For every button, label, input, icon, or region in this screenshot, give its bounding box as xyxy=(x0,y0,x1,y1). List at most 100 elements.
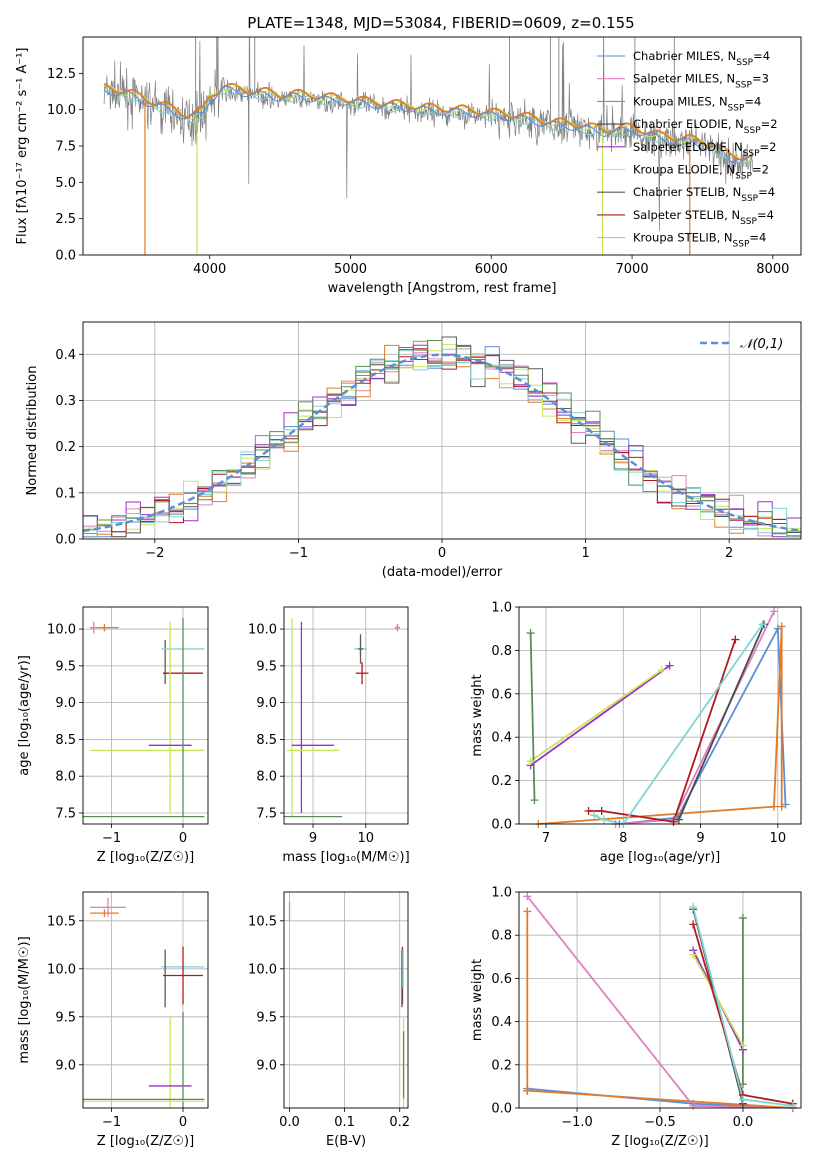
y-tick-label: 0.4 xyxy=(491,1015,512,1030)
panel-mass-vs-EBV: 0.0 0.1 0.2 9.0 9.5 10.0 10.5 E(B-V) xyxy=(248,891,410,1149)
x-axis-label: mass [log₁₀(M/M☉)] xyxy=(282,850,409,865)
panel-spectrum: 4000 5000 6000 7000 8000 0.0 2.5 5.0 7.5 10.0 12.5… xyxy=(15,36,802,296)
y-tick-label: 0.2 xyxy=(491,1058,512,1073)
weight-marker xyxy=(523,1086,532,1095)
weight-marker xyxy=(777,622,786,631)
weight-marker xyxy=(788,1101,797,1110)
y-axis-label: Normed distribution xyxy=(25,366,40,496)
y-tick-label: 0.6 xyxy=(491,972,512,987)
x-tick-label: 0.1 xyxy=(334,1115,355,1130)
model-line xyxy=(103,82,754,161)
y-tick-label: 0.0 xyxy=(55,249,76,264)
panel-weight-vs-Z: −1.0 −0.5 0.0 0.0 0.2 0.4 0.6 0.8 1.0 Z [log₁₀(Z/… xyxy=(470,886,802,1149)
y-axis-label: mass weight xyxy=(470,674,485,756)
y-tick-label: 8.5 xyxy=(55,733,76,748)
y-tick-label: 8.5 xyxy=(256,733,277,748)
x-tick-label: 9 xyxy=(309,831,317,846)
y-tick-label: 7.5 xyxy=(55,806,76,821)
weight-marker xyxy=(689,903,698,912)
y-tick-label: 0.8 xyxy=(491,929,512,944)
weight-line xyxy=(529,632,536,801)
y-tick-label: 10.0 xyxy=(47,103,76,118)
panel-age-vs-Z: −1 0 7.5 8.0 8.5 9.0 9.5 10.0 Z [log₁₀(Z/Z☉)] age… xyxy=(17,606,209,865)
y-tick-label: 9.5 xyxy=(256,659,277,674)
x-tick-label: −0.5 xyxy=(644,1115,676,1130)
y-tick-label: 1.0 xyxy=(491,601,512,616)
x-tick-label: 0 xyxy=(179,831,187,846)
x-axis-label: age [log₁₀(age/yr)] xyxy=(600,850,721,865)
y-tick-label: 9.0 xyxy=(256,696,277,711)
axes-frame xyxy=(518,606,802,825)
plot-area xyxy=(519,892,801,1108)
x-tick-label: 0.2 xyxy=(389,1115,410,1130)
weight-line xyxy=(593,623,764,824)
x-tick-label: 8 xyxy=(619,831,627,846)
y-tick-label: 7.5 xyxy=(55,140,76,155)
weight-marker xyxy=(738,1080,747,1089)
x-tick-label: 1 xyxy=(581,546,589,561)
plot-area xyxy=(519,607,801,824)
weight-marker xyxy=(689,1101,698,1110)
weight-marker xyxy=(738,1041,747,1050)
x-tick-label: 0.0 xyxy=(279,1115,300,1130)
weight-marker xyxy=(530,796,539,805)
weight-marker xyxy=(731,635,740,644)
x-tick-label: 9 xyxy=(696,831,704,846)
weight-marker xyxy=(738,913,747,922)
x-tick-label: 2 xyxy=(725,546,733,561)
y-tick-label: 0.2 xyxy=(491,774,512,789)
panel-residuals: −2 −1 0 1 2 0.0 0.1 0.2 0.3 0.4 (data-model)/error… xyxy=(25,321,802,580)
y-tick-label: 9.5 xyxy=(55,1010,76,1025)
x-tick-label: −1 xyxy=(102,1115,121,1130)
weight-marker xyxy=(526,757,535,766)
panel-weight-vs-age: 7 8 9 10 0.0 0.2 0.4 0.6 0.8 1.0 age [log₁₀(age/yr… xyxy=(470,601,802,865)
legend-label: Kroupa MILES, NSSP=4 xyxy=(633,94,761,113)
y-tick-label: 0.4 xyxy=(491,731,512,746)
x-tick-label: −1 xyxy=(289,546,308,561)
y-tick-label: 10.0 xyxy=(47,623,76,638)
legend-label: Chabrier ELODIE, NSSP=2 xyxy=(633,117,778,136)
panel-mass-vs-Z: −1 0 9.0 9.5 10.0 10.5 Z [log₁₀(Z/Z☉)] mass [lo… xyxy=(17,891,209,1149)
axes-frame xyxy=(82,606,209,825)
y-tick-label: 7.5 xyxy=(256,806,277,821)
axes-frame xyxy=(518,891,802,1109)
legend-label: Kroupa STELIB, NSSP=4 xyxy=(633,231,766,250)
y-tick-label: 9.0 xyxy=(55,696,76,711)
legend-label: Kroupa ELODIE, NSSP=2 xyxy=(633,163,769,182)
y-tick-label: 8.0 xyxy=(256,770,277,785)
x-tick-label: 6000 xyxy=(475,262,508,277)
y-tick-label: 0.2 xyxy=(55,440,76,455)
y-tick-label: 10.0 xyxy=(248,623,277,638)
weight-marker xyxy=(769,607,778,616)
weight-marker xyxy=(669,817,678,826)
legend-label: Salpeter MILES, NSSP=3 xyxy=(633,72,769,91)
x-tick-label: −1.0 xyxy=(561,1115,593,1130)
x-tick-label: 7000 xyxy=(616,262,649,277)
weight-marker xyxy=(599,815,608,824)
x-tick-label: 0 xyxy=(179,1115,187,1130)
weight-marker xyxy=(674,815,683,824)
y-tick-label: 8.0 xyxy=(55,770,76,785)
x-axis-label: Z [log₁₀(Z/Z☉)] xyxy=(97,1134,194,1149)
plot-area xyxy=(83,892,208,1108)
x-tick-label: 10 xyxy=(770,831,787,846)
plot-area xyxy=(83,322,801,539)
y-tick-label: 12.5 xyxy=(47,67,76,82)
weight-marker xyxy=(689,950,698,959)
x-tick-label: 0 xyxy=(438,546,446,561)
weight-marker xyxy=(523,892,532,901)
y-axis-label: age [log₁₀(age/yr)] xyxy=(17,655,32,776)
weight-marker xyxy=(758,620,767,629)
histogram-step xyxy=(83,348,801,539)
y-tick-label: 0.0 xyxy=(55,533,76,548)
x-axis-label: Z [log₁₀(Z/Z☉)] xyxy=(611,1134,708,1149)
x-tick-label: 0.0 xyxy=(733,1115,754,1130)
legend-label: Chabrier MILES, NSSP=4 xyxy=(633,49,770,68)
normal-curve xyxy=(83,353,801,533)
weight-marker xyxy=(769,802,778,811)
y-tick-label: 0.8 xyxy=(491,644,512,659)
plot-area xyxy=(103,37,754,255)
y-tick-label: 0.1 xyxy=(55,486,76,501)
y-axis-label: mass weight xyxy=(470,959,485,1041)
